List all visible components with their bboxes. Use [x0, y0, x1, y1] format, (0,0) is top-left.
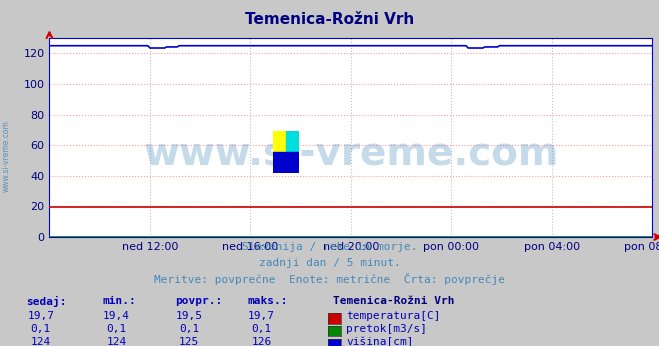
- Text: 19,7: 19,7: [248, 311, 275, 321]
- Text: 0,1: 0,1: [107, 324, 127, 334]
- Text: min.:: min.:: [102, 296, 136, 306]
- Text: 19,5: 19,5: [176, 311, 202, 321]
- Bar: [286, 131, 299, 152]
- Text: višina[cm]: višina[cm]: [346, 337, 413, 346]
- Text: zadnji dan / 5 minut.: zadnji dan / 5 minut.: [258, 258, 401, 268]
- Text: Temenica-Rožni Vrh: Temenica-Rožni Vrh: [245, 12, 414, 27]
- Bar: [273, 131, 286, 152]
- Text: 124: 124: [31, 337, 51, 346]
- Text: 125: 125: [179, 337, 199, 346]
- Text: 126: 126: [252, 337, 272, 346]
- Text: 0,1: 0,1: [252, 324, 272, 334]
- Text: povpr.:: povpr.:: [175, 296, 222, 306]
- Text: 0,1: 0,1: [179, 324, 199, 334]
- Text: 0,1: 0,1: [31, 324, 51, 334]
- Text: temperatura[C]: temperatura[C]: [346, 311, 440, 321]
- Bar: [273, 152, 299, 173]
- Text: pretok[m3/s]: pretok[m3/s]: [346, 324, 427, 334]
- Text: maks.:: maks.:: [247, 296, 287, 306]
- Text: www.si-vreme.com: www.si-vreme.com: [2, 120, 11, 192]
- Text: 124: 124: [107, 337, 127, 346]
- Text: 19,7: 19,7: [28, 311, 54, 321]
- Text: Slovenija / reke in morje.: Slovenija / reke in morje.: [242, 242, 417, 252]
- Text: sedaj:: sedaj:: [26, 296, 67, 307]
- Text: Temenica-Rožni Vrh: Temenica-Rožni Vrh: [333, 296, 454, 306]
- Text: Meritve: povprečne  Enote: metrične  Črta: povprečje: Meritve: povprečne Enote: metrične Črta:…: [154, 273, 505, 285]
- Text: 19,4: 19,4: [103, 311, 130, 321]
- Text: www.si-vreme.com: www.si-vreme.com: [143, 135, 559, 172]
